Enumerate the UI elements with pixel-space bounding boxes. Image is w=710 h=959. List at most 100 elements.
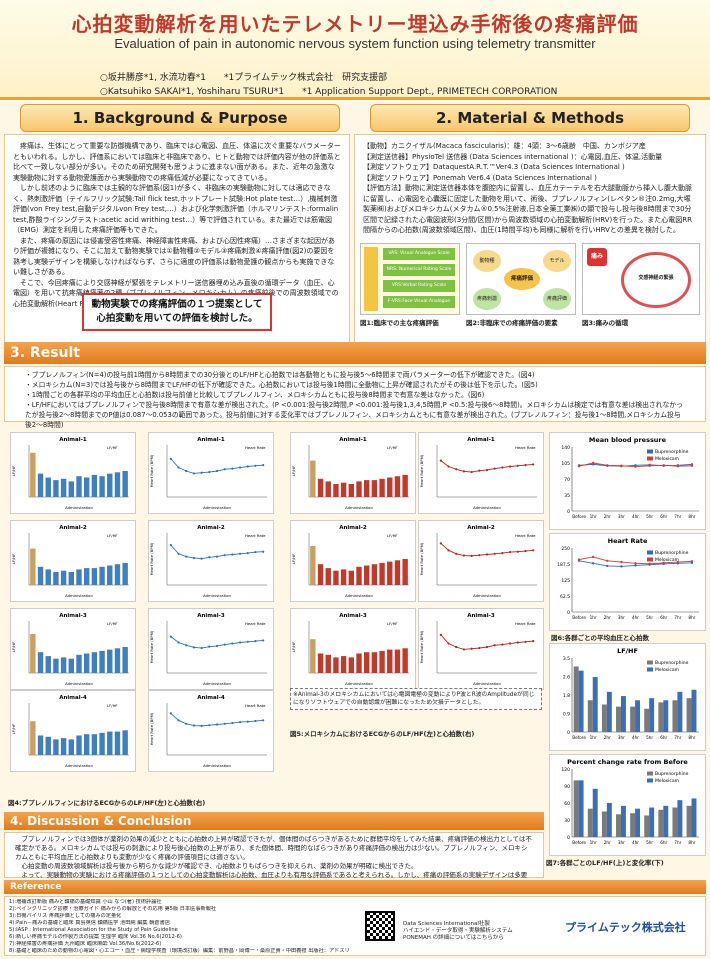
bar (663, 805, 669, 837)
data-point (238, 720, 242, 724)
data-point (455, 552, 458, 555)
bar (364, 652, 370, 673)
data-point (231, 467, 234, 470)
x-tick-label: 2hr (604, 735, 611, 740)
bar (317, 653, 324, 673)
legend-label: Buprenorphine (655, 449, 689, 455)
data-point (447, 549, 450, 552)
bar (340, 656, 347, 673)
animal-chart-title: Animal-1 (467, 437, 495, 443)
data-point (192, 556, 196, 560)
data-point (238, 641, 242, 644)
reference-list: 1):増補改訂新版 痛みと鎮痛の基礎知識 小山 なつ(著) 技術評論社 2):ペ… (9, 899, 349, 955)
methods-text: 【動物】カニクイザル(Macaca fascicularis)：雄：4頭：3～6… (363, 141, 697, 236)
legend-label: Meloxicam (655, 557, 679, 563)
bar (325, 568, 331, 585)
animal-chart-title: Animal-1 (197, 437, 225, 443)
y-axis-label: Heart Rate (BPM) (149, 542, 154, 575)
y-axis-label: LF/HF (291, 466, 296, 477)
data-point (223, 468, 226, 471)
bar (76, 654, 82, 673)
discussion-paragraph: ブプレノルフィンでは3個体が薬剤の効果の減少とともに心拍数の上昇が確認できたが、… (15, 835, 532, 861)
x-tick-label: 3hr (618, 840, 625, 845)
reference-item: 4):Pain－痛みの基礎と臨床 真島英信 鎮痛医学 池田純 編集 朝倉書店 (9, 920, 170, 926)
x-tick-label: 6hr (660, 514, 667, 519)
x-tick-label: 4hr (632, 840, 639, 845)
bar (122, 562, 128, 585)
data-point (620, 464, 623, 467)
methods-line: 【測定ソフトウェア】DataquestA.R.T.™Ver4.3 (Data S… (363, 163, 625, 171)
data-point (620, 560, 623, 564)
x-tick-label: 4hr (632, 735, 639, 740)
data-point (493, 552, 496, 555)
data-point (508, 642, 512, 645)
x-axis-label: Administration (203, 505, 231, 510)
y-tick-label: 0 (567, 610, 570, 616)
bar (340, 482, 347, 497)
bar (620, 805, 626, 837)
animal-chart-title: Animal-3 (467, 613, 495, 619)
bar (630, 706, 636, 732)
x-tick-label: 2hr (604, 514, 611, 519)
legend-swatch (647, 667, 653, 672)
y-axis-label: Heart Rate (BPM) (149, 454, 154, 487)
background-text: 疼痛は、生体にとって重要な防御機構であり、臨床では心電図、血圧、体温に次ぐ重要な… (13, 141, 341, 309)
y-tick-label: 90 (564, 784, 570, 790)
qr-code-icon[interactable] (365, 911, 395, 941)
mean-bp-chart: Mean blood pressure 0 35 70 105 140 Before 1hr 2… (549, 432, 706, 530)
bar (37, 735, 44, 755)
bar (333, 484, 339, 497)
data-point (470, 470, 473, 474)
data-point (254, 719, 257, 723)
data-point (262, 464, 265, 467)
data-point (606, 564, 609, 568)
bar (356, 653, 362, 673)
fig4-caption: 図4:ブプレノルフィンにおけるECGからのLF/HF(左)と心拍数(右) (8, 799, 206, 807)
data-point (200, 724, 203, 727)
x-axis-label: Administration (203, 763, 231, 768)
fig1-scale-item: VRS:Verbal Rating Scale (383, 280, 455, 292)
data-point (215, 644, 219, 648)
fig2-element-stimulus: 疼痛刺激 (473, 288, 501, 310)
bar (91, 474, 98, 497)
data-point (501, 643, 504, 646)
bar (601, 704, 607, 732)
data-point (200, 471, 203, 474)
x-tick-label: 5hr (646, 840, 653, 845)
data-point (192, 646, 196, 649)
legend-label: Meloxicam (655, 778, 679, 784)
data-point (231, 722, 234, 725)
bar (68, 658, 74, 673)
legend-label: Buprenorphine (655, 660, 689, 666)
bar (310, 639, 316, 673)
animal-chart-svg: Animal-1 LF/HF Administration LF/HF (11, 437, 129, 510)
section-discussion-heading: 4. Discussion & Conclusion (4, 812, 544, 830)
bar (677, 691, 683, 732)
y-tick-label: 0.9 (563, 712, 570, 718)
bar (364, 480, 370, 497)
y-tick-label: 1.8 (563, 693, 570, 699)
data-point (262, 639, 265, 642)
data-point (485, 468, 489, 472)
animal-chart: Animal-2 Heart Rate (BPM) Administration He… (148, 520, 274, 602)
bar (348, 570, 354, 585)
legend-label: Heart Rate (515, 533, 536, 538)
y-tick-label: 30 (564, 818, 570, 824)
x-tick-label: 3hr (618, 514, 625, 519)
animal-chart-title: Animal-1 (59, 437, 87, 443)
background-paragraph: しかし前述のように臨床では主観的な評価系(図1)が多く、非臨床の実験動物に対して… (13, 184, 339, 234)
data-point (254, 640, 257, 643)
data-point (208, 556, 211, 559)
data-point (177, 552, 180, 555)
bar (394, 649, 401, 673)
data-point (462, 470, 466, 473)
fig3-center: 交感神経の緊張 (638, 275, 674, 281)
chart-title: LF/HF (617, 647, 638, 655)
animal-chart: Animal-4 LF/HF Administration LF/HF (10, 690, 136, 772)
bar (691, 798, 697, 837)
bar (691, 689, 697, 732)
x-tick-label: 8hr (688, 615, 695, 620)
x-tick-label: 7hr (674, 840, 681, 845)
purpose-statement-box: 動物実験での疼痛評価の１つ提案として心拍変動を用いての評価を検討した。 (82, 293, 272, 331)
section-methods-heading: 2. Material & Methods (370, 104, 690, 132)
